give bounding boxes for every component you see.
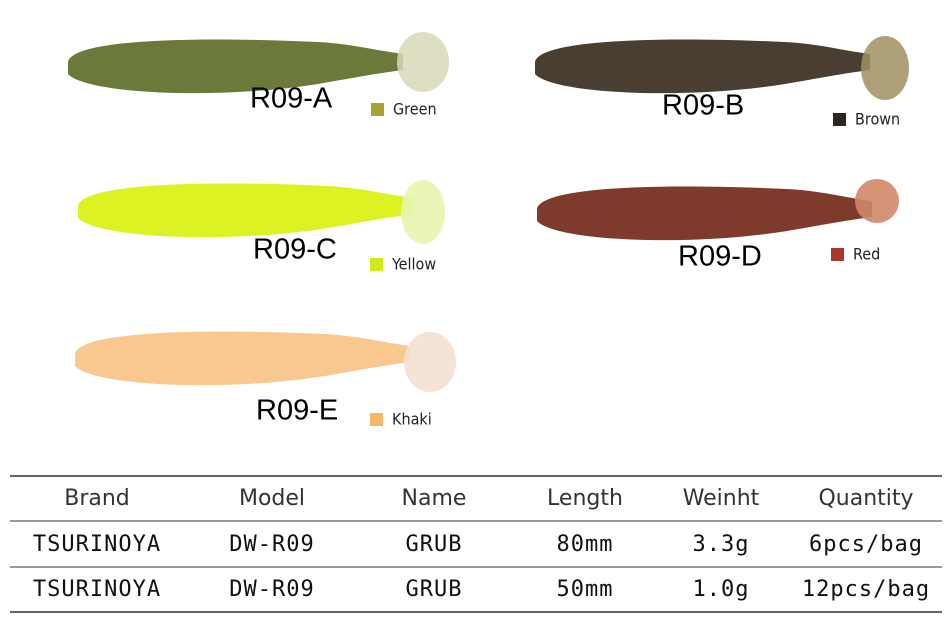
table-cell: 12pcs/bag [802,577,930,602]
color-swatch [371,103,384,116]
lure-b [535,36,909,100]
table-cell: 80mm [557,532,614,557]
table-cell: TSURINOYA [33,577,161,602]
product-code: R09-C [253,234,337,266]
color-swatch [833,113,846,126]
table-cell: 1.0g [693,577,750,602]
product-code: R09-D [678,241,762,273]
table-cell: DW-R09 [229,577,314,602]
color-name: Khaki [392,410,432,429]
table-header: Quantity [818,486,913,511]
table-cell: 50mm [557,577,614,602]
table-header: Weinht [683,486,760,511]
table-header: Brand [64,486,130,511]
color-swatch [370,258,383,271]
table-cell: 3.3g [693,532,750,557]
lure-e [75,331,456,392]
product-code: R09-B [662,90,744,122]
table-cell: 6pcs/bag [809,532,923,557]
color-name: Green [393,100,437,119]
color-name: Brown [855,110,900,129]
color-swatch [831,248,844,261]
color-swatch [370,413,383,426]
color-name: Red [853,245,880,264]
table-header: Length [547,486,623,511]
table-cell: DW-R09 [229,532,314,557]
table-cell: TSURINOYA [33,532,161,557]
table-cell: GRUB [406,532,463,557]
table-header: Model [239,486,305,511]
color-name: Yellow [391,255,436,274]
table-header: Name [402,486,467,511]
table-cell: GRUB [406,577,463,602]
product-code: R09-A [250,83,333,115]
lure-c [78,180,445,244]
lure-d [537,179,899,241]
lure-a [68,32,449,94]
product-code: R09-E [256,395,338,427]
